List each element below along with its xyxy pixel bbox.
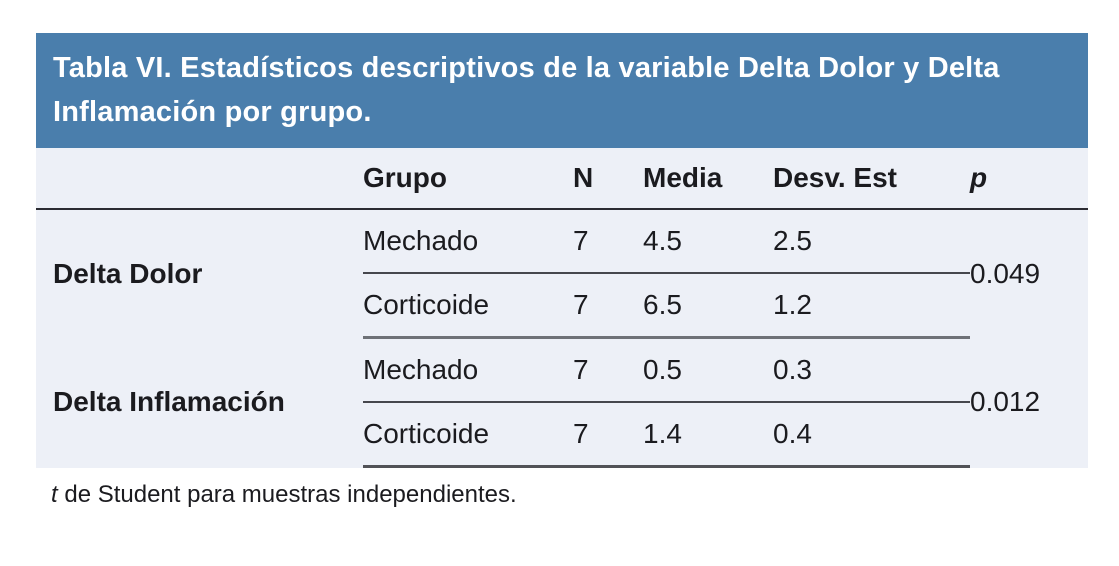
cell-grupo: Mechado [363,209,573,274]
statistics-table: Grupo N Media Desv. Est p Delta Dolor Me… [36,148,1088,468]
cell-n: 7 [573,337,643,403]
header-cell-variable [36,148,363,210]
table-title: Tabla VI. Estadísticos descriptivos de l… [36,33,1088,148]
header-cell-n: N [573,148,643,210]
cell-desv-est: 0.3 [773,337,970,403]
header-cell-media: Media [643,148,773,210]
table-figure: Tabla VI. Estadísticos descriptivos de l… [36,33,1088,509]
cell-n: 7 [573,273,643,339]
header-cell-p: p [970,148,1088,210]
cell-n: 7 [573,209,643,274]
cell-n: 7 [573,402,643,468]
footnote-text: de Student para muestras independientes. [57,481,517,508]
cell-media: 4.5 [643,209,773,274]
table-row: Corticoide 7 6.5 1.2 [36,273,1088,339]
cell-desv-est: 2.5 [773,209,970,274]
cell-desv-est: 0.4 [773,402,970,468]
table-row: Delta Dolor Mechado 7 4.5 2.5 0.049 [36,209,1088,289]
cell-p-value: 0.012 [970,386,1041,417]
header-cell-grupo: Grupo [363,148,573,210]
cell-desv-est: 1.2 [773,273,970,339]
row-label-delta-inflamacion: Delta Inflamación [53,386,285,417]
cell-p-value: 0.049 [970,257,1041,289]
table-footnote: t de Student para muestras independiente… [51,481,1088,509]
cell-media: 1.4 [643,402,773,468]
header-cell-desv-est: Desv. Est [773,148,970,210]
header-row: Grupo N Media Desv. Est p [36,148,1088,210]
table-row: Delta Inflamación Mechado 7 0.5 0.3 0.01… [36,337,1088,417]
cell-grupo: Corticoide [363,273,573,339]
cell-media: 0.5 [643,337,773,403]
cell-grupo: Mechado [363,337,573,403]
cell-media: 6.5 [643,273,773,339]
table-row: Corticoide 7 1.4 0.4 [36,402,1088,468]
cell-grupo: Corticoide [363,402,573,468]
row-label-delta-dolor: Delta Dolor [53,257,203,289]
footnote-statistic-symbol: t [51,481,58,508]
